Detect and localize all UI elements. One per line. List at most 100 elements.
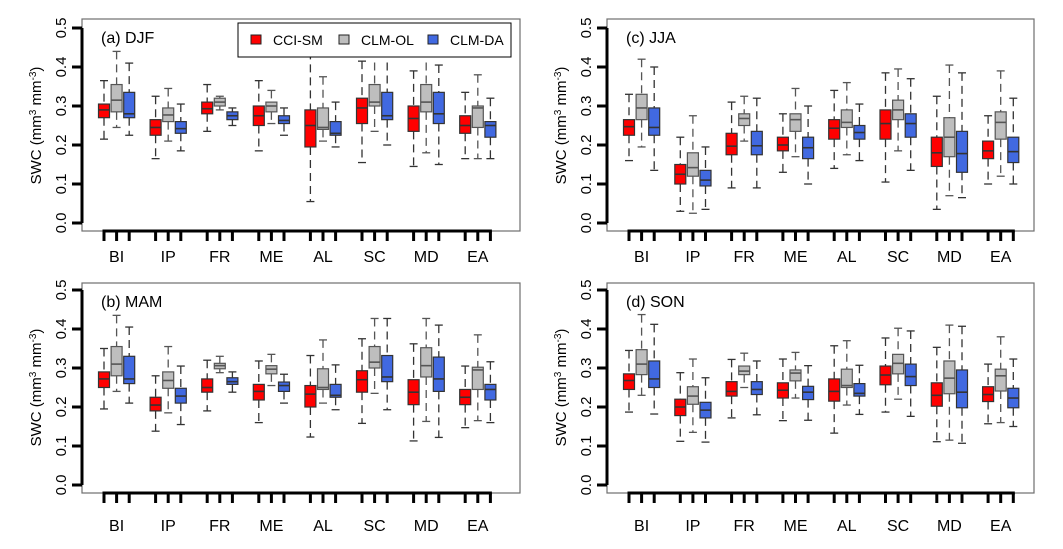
- iqr-box: [277, 381, 291, 393]
- x-tick-label: FR: [734, 249, 755, 266]
- y-axis-title: SWC (mm3 mm-3): [553, 67, 571, 185]
- box-IP-CLM-OL: [162, 345, 175, 503]
- box-EA-CLM-DA: [1007, 97, 1020, 241]
- iqr-box: [904, 113, 917, 138]
- box-BI-CLM-DA: [648, 323, 661, 503]
- box-IP-CCI-SM: [149, 375, 162, 503]
- iqr-box: [110, 345, 123, 377]
- box-IP-CCI-SM: [674, 136, 687, 241]
- iqr-box: [97, 103, 111, 119]
- box-IP-CLM-OL: [162, 87, 175, 241]
- iqr-box: [648, 107, 661, 136]
- panel-title: (a) DJF: [101, 30, 155, 47]
- box-BI-CCI-SM: [622, 93, 636, 241]
- iqr-box: [635, 349, 648, 376]
- box-ME-CCI-SM: [776, 113, 790, 241]
- iqr-box: [622, 373, 636, 391]
- legend-item-clm-da: CLM-DA: [427, 32, 504, 48]
- box-IP-CLM-OL: [686, 358, 700, 503]
- box-AL-CCI-SM: [304, 354, 317, 503]
- x-tick-label: MD: [937, 518, 962, 535]
- box-BI-CLM-OL: [110, 314, 123, 503]
- box-AL-CLM-OL: [840, 340, 853, 503]
- box-MD-CLM-OL: [420, 317, 433, 503]
- box-FR-CLM-DA: [226, 107, 239, 241]
- box-FR-CLM-DA: [226, 371, 239, 503]
- box-SC-CLM-OL: [368, 48, 381, 241]
- box-AL-CLM-DA: [853, 364, 866, 503]
- iqr-box: [432, 91, 445, 125]
- iqr-box: [789, 113, 802, 132]
- box-FR-CCI-SM: [201, 359, 214, 503]
- x-tick-label: EA: [990, 518, 1012, 535]
- iqr-box: [789, 369, 802, 382]
- box-EA-CCI-SM: [981, 363, 995, 503]
- iqr-box: [725, 381, 738, 397]
- box-SC-CCI-SM: [355, 338, 369, 503]
- iqr-box: [459, 115, 472, 134]
- iqr-box: [316, 368, 330, 391]
- box-ME-CLM-OL: [265, 89, 278, 241]
- box-ME-CCI-SM: [776, 358, 790, 503]
- iqr-box: [1007, 136, 1020, 164]
- box-ME-CLM-DA: [277, 107, 291, 241]
- iqr-box: [994, 111, 1007, 140]
- x-tick-label: MD: [414, 518, 439, 535]
- box-EA-CLM-DA: [1007, 358, 1020, 503]
- box-MD-CLM-DA: [432, 324, 445, 503]
- box-SC-CLM-DA: [381, 48, 394, 241]
- x-tick-label: ME: [784, 518, 808, 535]
- box-EA-CLM-OL: [994, 336, 1007, 503]
- y-tick-label: 0.3: [53, 96, 70, 117]
- box-IP-CLM-DA: [174, 365, 187, 503]
- y-tick-label: 0.3: [578, 358, 595, 379]
- x-tick-label: AL: [837, 249, 857, 266]
- box-AL-CCI-SM: [828, 89, 841, 241]
- box-ME-CLM-DA: [801, 105, 815, 241]
- iqr-box: [994, 368, 1007, 392]
- iqr-box: [750, 130, 763, 156]
- box-BI-CLM-OL: [635, 58, 648, 241]
- iqr-box: [368, 345, 381, 369]
- legend-label: CLM-DA: [450, 32, 504, 48]
- y-axis-title: SWC (mm3 mm-3): [553, 329, 571, 447]
- box-EA-CCI-SM: [981, 115, 995, 241]
- box-SC-CLM-OL: [891, 327, 905, 503]
- y-tick-label: 0.5: [53, 18, 70, 39]
- box-SC-CLM-OL: [891, 68, 905, 241]
- y-tick-label: 0.2: [578, 135, 595, 156]
- y-tick-label: 0.4: [578, 57, 595, 78]
- box-SC-CLM-OL: [368, 317, 381, 503]
- box-IP-CCI-SM: [149, 95, 162, 241]
- box-BI-CLM-DA: [123, 326, 136, 503]
- iqr-box: [201, 378, 214, 393]
- y-tick-label: 0.1: [53, 174, 70, 195]
- iqr-box: [368, 83, 381, 107]
- y-tick-label: 0.5: [578, 18, 595, 39]
- legend-swatch: [338, 34, 350, 45]
- box-SC-CLM-DA: [381, 317, 394, 503]
- iqr-box: [828, 378, 841, 402]
- x-tick-label: FR: [734, 518, 755, 535]
- x-tick-label: AL: [313, 518, 333, 535]
- x-tick-label: BI: [634, 249, 649, 266]
- iqr-box: [738, 113, 751, 127]
- iqr-box: [904, 363, 917, 387]
- box-FR-CCI-SM: [725, 358, 738, 503]
- y-tick-label: 0.4: [53, 57, 70, 78]
- box-SC-CLM-DA: [904, 330, 917, 503]
- iqr-box: [381, 354, 394, 383]
- iqr-box: [471, 366, 484, 391]
- box-FR-CLM-DA: [750, 97, 763, 241]
- x-tick-label: ME: [259, 518, 283, 535]
- x-tick-label: AL: [313, 249, 333, 266]
- panel-title: (b) MAM: [101, 294, 162, 311]
- iqr-box: [699, 169, 712, 187]
- box-AL-CLM-OL: [840, 81, 853, 241]
- legend-item-clm-ol: CLM-OL: [338, 32, 414, 48]
- y-tick-label: 0.3: [53, 358, 70, 379]
- x-tick-label: IP: [161, 518, 176, 535]
- y-tick-label: 0.1: [578, 436, 595, 457]
- iqr-box: [265, 101, 278, 113]
- iqr-box: [355, 370, 369, 393]
